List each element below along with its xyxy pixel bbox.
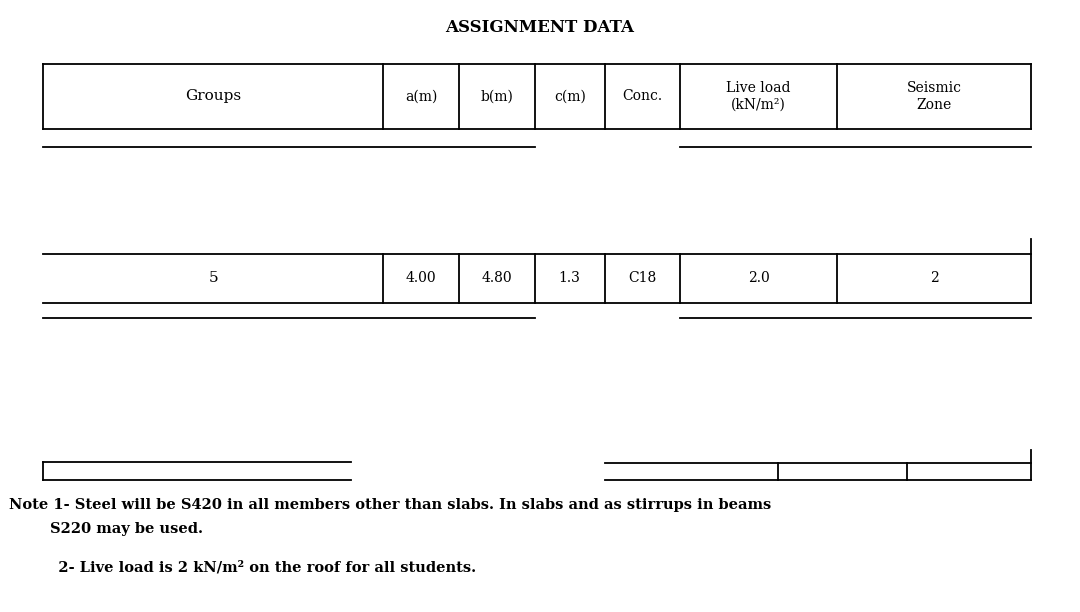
- Text: 4.00: 4.00: [406, 272, 436, 285]
- Text: c(m): c(m): [554, 89, 585, 103]
- Text: b(m): b(m): [481, 89, 513, 103]
- Text: 2- Live load is 2 kN/m² on the roof for all students.: 2- Live load is 2 kN/m² on the roof for …: [43, 561, 476, 575]
- Text: Live load
(kN/m²): Live load (kN/m²): [727, 81, 791, 112]
- Text: C18: C18: [629, 272, 657, 285]
- Text: 2.0: 2.0: [747, 272, 770, 285]
- Text: 5: 5: [208, 272, 218, 285]
- Text: Conc.: Conc.: [622, 89, 663, 103]
- Text: Note 1- Steel will be S420 in all members other than slabs. In slabs and as stir: Note 1- Steel will be S420 in all member…: [9, 498, 771, 512]
- Text: Groups: Groups: [186, 89, 241, 103]
- Text: ASSIGNMENT DATA: ASSIGNMENT DATA: [446, 19, 635, 36]
- Text: a(m): a(m): [405, 89, 437, 103]
- Text: 1.3: 1.3: [558, 272, 581, 285]
- Text: Seismic
Zone: Seismic Zone: [907, 81, 961, 112]
- Text: S220 may be used.: S220 may be used.: [9, 523, 203, 536]
- Text: 4.80: 4.80: [482, 272, 512, 285]
- Text: 2: 2: [930, 272, 939, 285]
